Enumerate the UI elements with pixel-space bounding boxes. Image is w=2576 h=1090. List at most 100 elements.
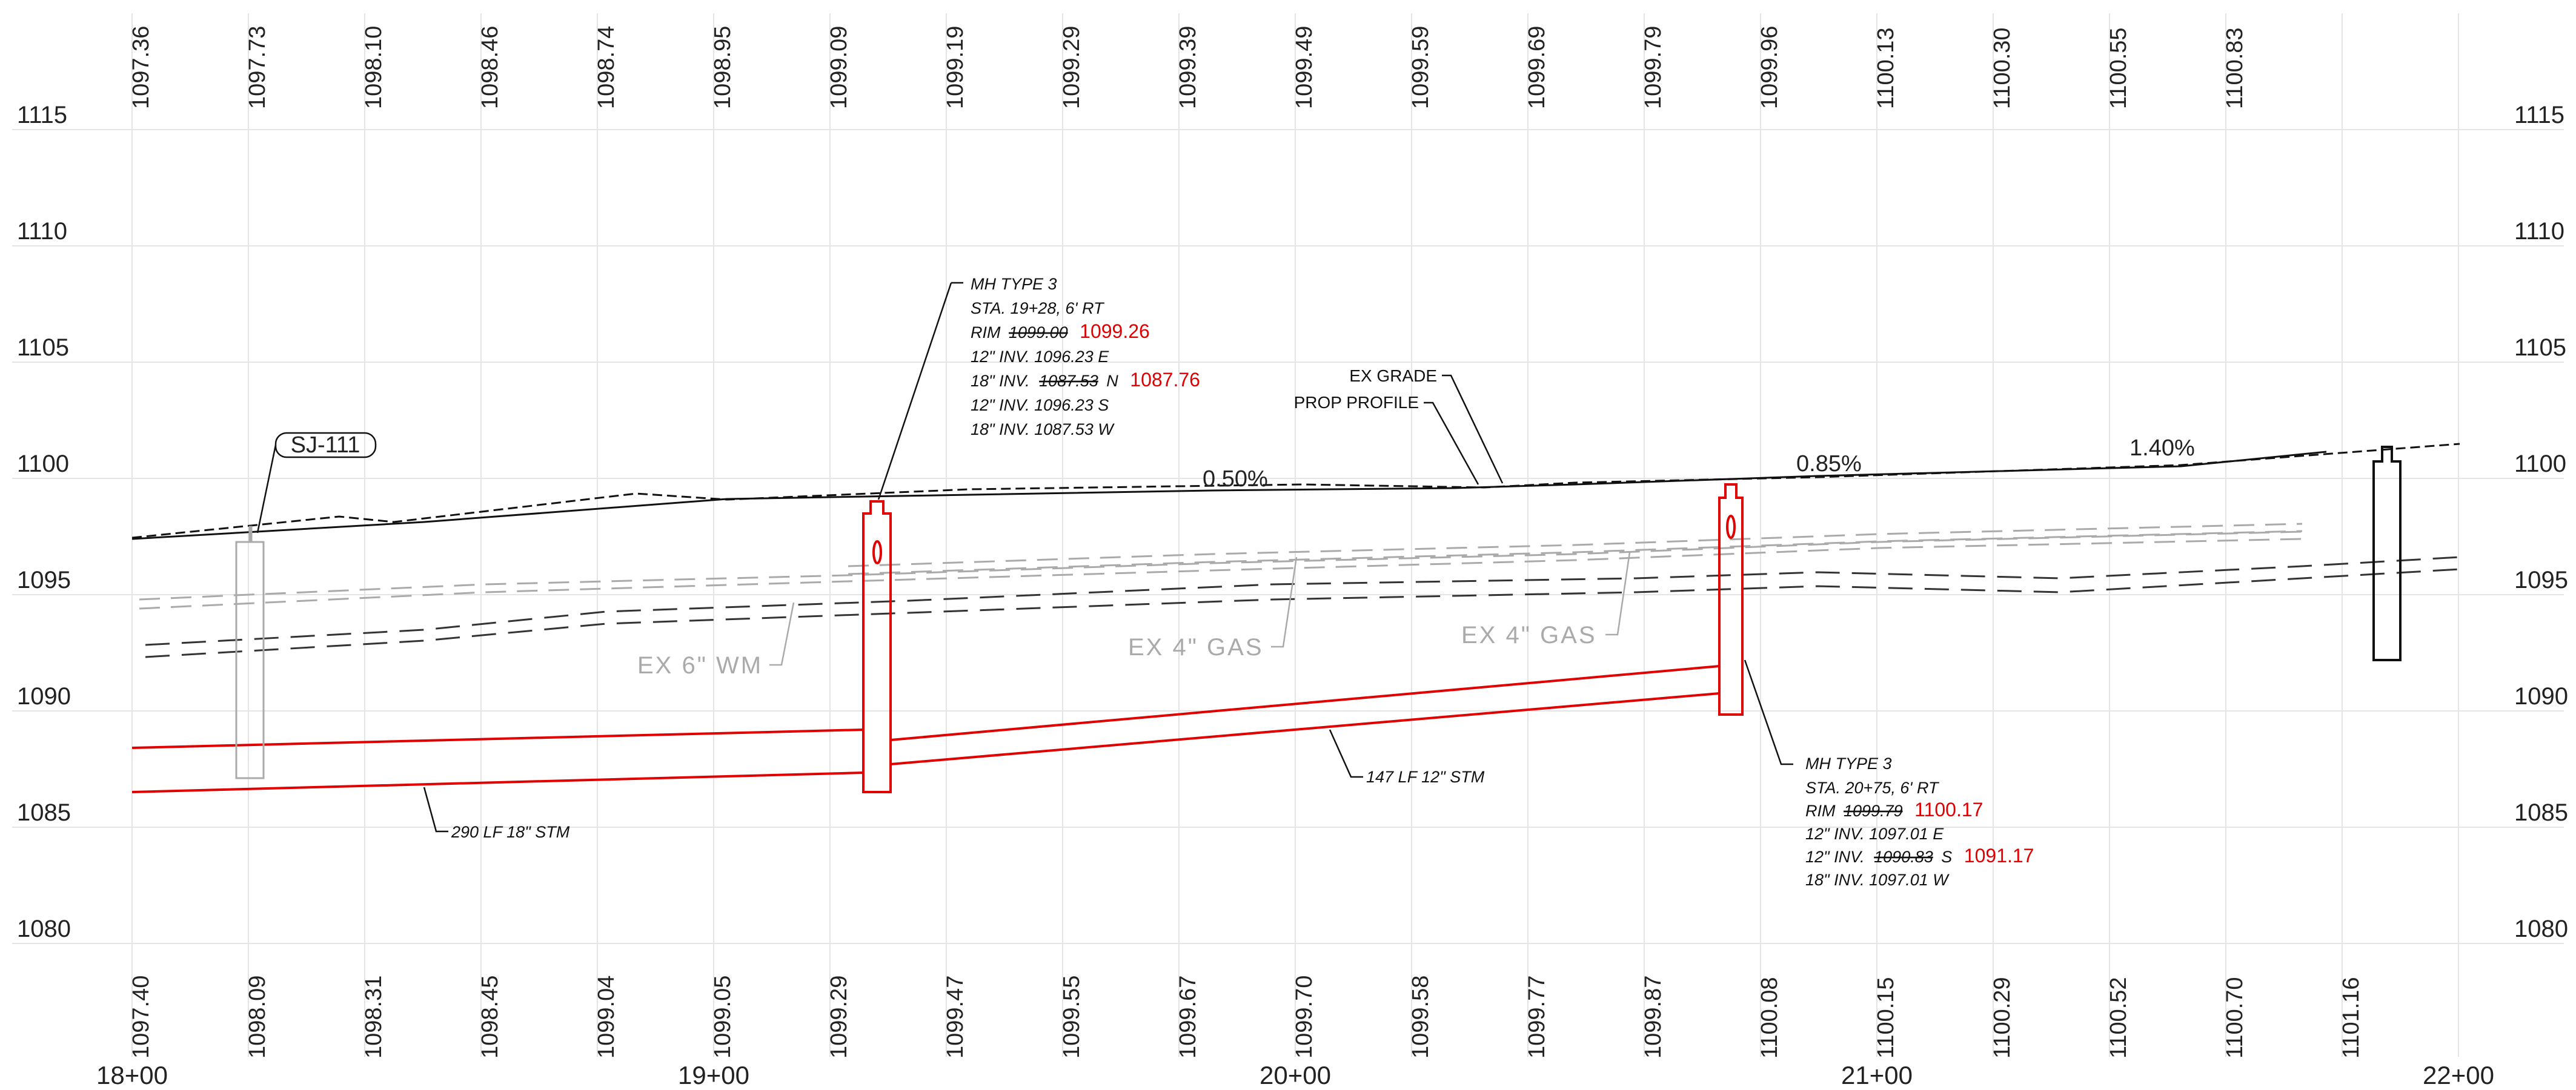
pipe-18-label: 290 LF 18" STM bbox=[451, 823, 570, 841]
mh1-rim-new: 1099.26 bbox=[1080, 320, 1150, 342]
mh2-rim-old: 1099.79 bbox=[1844, 802, 1903, 820]
elev-label: 1115 bbox=[2514, 102, 2564, 128]
existing-structure-end bbox=[2372, 446, 2402, 661]
bottom-elevation-labels: 1097.40 1098.09 1098.31 1098.45 1099.04 1099.… bbox=[128, 976, 2364, 1059]
pipe-18-bottom bbox=[131, 771, 864, 793]
elev-label: 1095 bbox=[2514, 567, 2568, 593]
pipe-12-bottom bbox=[890, 692, 1720, 765]
elevation-tick-label: 1099.87 bbox=[1641, 976, 1666, 1059]
mh2-inv-w: 18" INV. 1097.01 W bbox=[1805, 871, 1950, 889]
leader-mh2 bbox=[1744, 659, 1793, 765]
elevation-tick-label: 1099.96 bbox=[1757, 26, 1782, 109]
elevation-tick-label: 1100.13 bbox=[1873, 27, 1899, 109]
elevation-tick-label: 1098.10 bbox=[361, 26, 387, 109]
sj-label: SJ-111 bbox=[291, 432, 360, 458]
elevation-tick-label: 1100.70 bbox=[2222, 977, 2248, 1059]
prop-profile-label: PROP PROFILE bbox=[1294, 393, 1419, 412]
existing-utilities bbox=[139, 523, 2303, 610]
leader-wm bbox=[769, 602, 795, 666]
elev-label: 1110 bbox=[2514, 218, 2564, 245]
station-label: 21+00 bbox=[1841, 1061, 1913, 1089]
leader-12 bbox=[1329, 729, 1363, 778]
mh2-rim-prefix: RIM bbox=[1805, 802, 1836, 820]
mh1-inv-w: 18" INV. 1087.53 W bbox=[971, 420, 1115, 438]
proposed-pipes bbox=[131, 665, 1720, 793]
top-elevation-labels: 1097.36 1097.73 1098.10 1098.46 1098.74 1098.… bbox=[128, 26, 2248, 109]
mh2-rim-new: 1100.17 bbox=[1914, 799, 1983, 821]
ex-wm-line-1 bbox=[145, 556, 2460, 646]
elevation-tick-label: 1099.19 bbox=[943, 26, 968, 109]
elevation-tick-label: 1098.95 bbox=[710, 26, 735, 109]
elevation-tick-label: 1099.47 bbox=[943, 976, 968, 1059]
elevation-labels-right: 1115 1110 1105 1100 1095 1090 1085 1080 bbox=[2514, 102, 2568, 942]
elevation-tick-label: 1100.08 bbox=[1757, 977, 1782, 1059]
leader-lines bbox=[256, 282, 1793, 833]
elevation-tick-label: 1100.55 bbox=[2106, 27, 2131, 109]
elev-label: 1105 bbox=[2514, 334, 2566, 361]
elevation-tick-label: 1097.73 bbox=[245, 26, 270, 109]
mh1-inv-n-prefix: 18" INV. bbox=[971, 372, 1030, 390]
elevation-labels-left: 1115 1110 1105 1100 1095 1090 1085 1080 bbox=[17, 102, 71, 942]
prop-profile-line bbox=[131, 451, 2327, 540]
ex-gas-label: EX 4" GAS bbox=[1128, 634, 1264, 661]
elevation-tick-label: 1099.49 bbox=[1292, 26, 1317, 109]
ex-gas-line-4 bbox=[848, 530, 2303, 575]
elevation-tick-label: 1097.40 bbox=[128, 976, 154, 1059]
elevation-tick-label: 1098.09 bbox=[245, 976, 270, 1059]
grade-label: 1.40% bbox=[2130, 435, 2195, 461]
elevation-tick-label: 1100.15 bbox=[1873, 977, 1899, 1059]
station-label: 20+00 bbox=[1260, 1061, 1331, 1089]
leader-sj bbox=[256, 444, 277, 533]
elevation-tick-label: 1099.58 bbox=[1408, 976, 1433, 1059]
mh1-inv-n: 18" INV. 1087.53 N 1087.76 bbox=[971, 369, 1200, 391]
leader-gas1 bbox=[1271, 557, 1298, 648]
mh2-rim: RIM 1099.79 1100.17 bbox=[1805, 799, 1983, 821]
elev-label: 1090 bbox=[2514, 683, 2568, 710]
elev-label: 1085 bbox=[17, 799, 71, 826]
station-label: 22+00 bbox=[2423, 1061, 2494, 1089]
leader-ex-grade bbox=[1442, 374, 1504, 484]
mh2-inv-s-prefix: 12" INV. bbox=[1805, 848, 1865, 866]
mh2-inv-s: 12" INV. 1090.83 S 1091.17 bbox=[1805, 845, 2034, 867]
ex-wm-line-2 bbox=[145, 568, 2460, 658]
elev-label: 1110 bbox=[17, 218, 67, 245]
elevation-tick-label: 1098.46 bbox=[477, 26, 503, 109]
mh1-callout: MH TYPE 3 STA. 19+28, 6' RT RIM 1099.00 … bbox=[971, 275, 1200, 438]
pipe-18-top bbox=[131, 728, 864, 749]
station-labels: 18+00 19+00 20+00 21+00 22+00 bbox=[96, 1061, 2494, 1089]
elevation-tick-label: 1097.36 bbox=[128, 26, 154, 109]
mh1-station: STA. 19+28, 6' RT bbox=[971, 299, 1105, 317]
leader-mh1 bbox=[877, 282, 963, 500]
ex-wm-label: EX 6" WM bbox=[637, 652, 763, 679]
elevation-tick-label: 1100.83 bbox=[2222, 27, 2248, 109]
elevation-tick-label: 1099.79 bbox=[1641, 26, 1666, 109]
mh2-title: MH TYPE 3 bbox=[1805, 755, 1892, 773]
elevation-tick-label: 1098.74 bbox=[594, 26, 619, 109]
manhole-mh1 bbox=[862, 500, 892, 793]
elev-label: 1085 bbox=[2514, 799, 2568, 826]
station-label: 19+00 bbox=[678, 1061, 749, 1089]
existing-water bbox=[145, 556, 2460, 658]
ground-profile bbox=[131, 443, 2460, 540]
elev-label: 1115 bbox=[17, 102, 67, 128]
mh2-inv-e: 12" INV. 1097.01 E bbox=[1805, 825, 1944, 843]
elevation-tick-label: 1100.29 bbox=[1990, 977, 2015, 1059]
grid bbox=[12, 13, 2564, 1057]
elev-label: 1105 bbox=[17, 334, 69, 361]
station-label: 18+00 bbox=[96, 1061, 168, 1089]
elevation-tick-label: 1099.09 bbox=[826, 26, 852, 109]
elevation-tick-label: 1099.29 bbox=[826, 976, 852, 1059]
elevation-tick-label: 1099.05 bbox=[710, 976, 735, 1059]
manhole-mh2 bbox=[1718, 483, 1744, 716]
mh1-inv-n-dir: N bbox=[1106, 372, 1118, 390]
elevation-tick-label: 1099.77 bbox=[1524, 976, 1550, 1059]
elevation-tick-label: 1099.04 bbox=[594, 976, 619, 1059]
elev-label: 1100 bbox=[17, 451, 69, 477]
elevation-tick-label: 1100.30 bbox=[1990, 27, 2015, 109]
mh1-title: MH TYPE 3 bbox=[971, 275, 1057, 293]
mh1-inv-e: 12" INV. 1096.23 E bbox=[971, 348, 1109, 366]
mh2-inv-s-dir: S bbox=[1941, 848, 1952, 866]
existing-structure-sj111 bbox=[235, 526, 265, 779]
mh1-rim: RIM 1099.00 1099.26 bbox=[971, 320, 1150, 342]
mh2-inv-s-old: 1090.83 bbox=[1874, 848, 1933, 866]
